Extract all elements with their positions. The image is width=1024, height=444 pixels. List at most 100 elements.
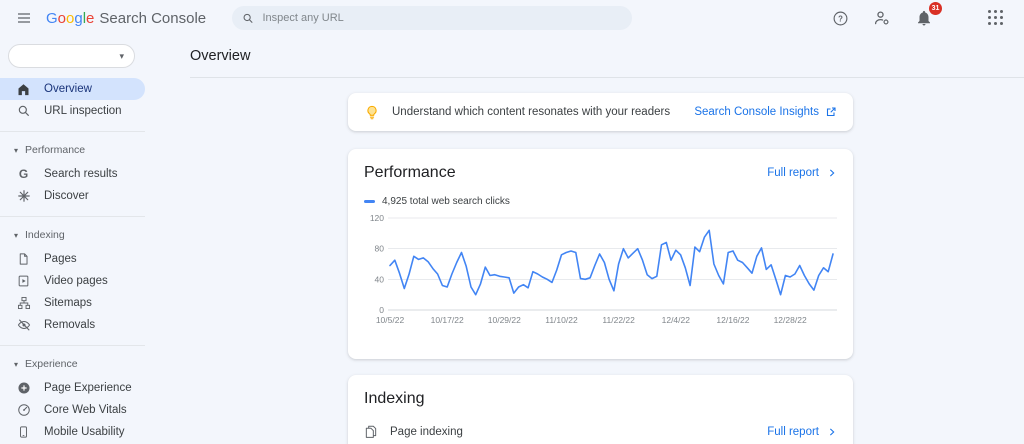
url-inspect-input[interactable]	[262, 12, 623, 24]
svg-text:10/29/22: 10/29/22	[488, 315, 521, 325]
sidebar-divider	[0, 216, 145, 217]
performance-card: Performance Full report 4,925 total web …	[348, 149, 853, 359]
notification-count-badge: 31	[929, 2, 942, 15]
sidebar-item-label: Video pages	[44, 275, 108, 287]
search-console-insights-link[interactable]: Search Console Insights	[694, 106, 837, 118]
svg-text:40: 40	[375, 274, 385, 284]
sidebar-item-label: Search results	[44, 168, 118, 180]
help-button[interactable]: ?	[826, 4, 854, 32]
sidebar-item-core-web-vitals[interactable]: Core Web Vitals	[0, 399, 145, 421]
sidebar-item-url-inspection[interactable]: URL inspection	[0, 100, 145, 122]
clicks-line-chart[interactable]: 0 40 80 120 10/5/22 10/17/22 10/29/22 11/10/22 1…	[364, 213, 837, 327]
section-title: Experience	[25, 358, 78, 370]
sidebar-item-label: Sitemaps	[44, 297, 92, 309]
sidebar-item-label: Mobile Usability	[44, 426, 125, 438]
sidebar-item-label: Pages	[44, 253, 77, 265]
svg-text:10/5/22: 10/5/22	[376, 315, 405, 325]
chevron-down-icon: ▾	[14, 145, 19, 155]
notifications-button[interactable]: 31	[910, 2, 942, 32]
sidebar-item-mobile-usability[interactable]: Mobile Usability	[0, 421, 145, 443]
user-settings-button[interactable]	[868, 4, 896, 32]
mobile-icon	[16, 425, 31, 440]
product-name: Search Console	[99, 9, 207, 27]
insights-banner: Understand which content resonates with …	[348, 93, 853, 131]
svg-text:12/16/22: 12/16/22	[716, 315, 749, 325]
discover-sparkle-icon	[16, 189, 31, 204]
sidebar-item-video-pages[interactable]: Video pages	[0, 270, 145, 292]
page-indexing-row[interactable]: Page indexing Full report	[364, 424, 837, 439]
google-g-icon: G	[18, 167, 29, 181]
sidebar-item-label: Discover	[44, 190, 89, 202]
chevron-right-icon	[829, 169, 835, 177]
sidebar-item-label: Page Experience	[44, 382, 132, 394]
link-label: Full report	[767, 167, 819, 179]
section-title: Indexing	[25, 229, 65, 241]
section-title: Performance	[25, 144, 86, 156]
svg-text:12/4/22: 12/4/22	[662, 315, 691, 325]
sidebar: ▾ Overview URL inspection ▾ Performance …	[0, 36, 145, 444]
page-icon	[16, 252, 31, 267]
sitemap-icon	[16, 296, 31, 311]
indexing-card: Indexing Page indexing Full report	[348, 375, 853, 444]
sidebar-item-removals[interactable]: Removals	[0, 314, 145, 336]
page-title: Overview	[190, 48, 251, 64]
google-apps-button[interactable]	[982, 4, 1010, 32]
sidebar-section-experience[interactable]: ▾ Experience	[0, 355, 145, 377]
sidebar-item-page-experience[interactable]: Page Experience	[0, 377, 145, 399]
property-selector[interactable]: ▾	[8, 44, 135, 68]
search-icon	[243, 13, 253, 23]
top-app-bar: Google Search Console ? 31	[0, 0, 1024, 36]
page-indexing-label: Page indexing	[390, 425, 463, 438]
svg-text:80: 80	[375, 244, 385, 254]
chevron-down-icon: ▾	[14, 359, 19, 369]
svg-text:?: ?	[838, 14, 843, 23]
legend-label: 4,925 total web search clicks	[382, 196, 510, 207]
svg-text:10/17/22: 10/17/22	[431, 315, 464, 325]
sidebar-item-label: URL inspection	[44, 105, 122, 117]
bell-icon	[918, 10, 930, 26]
url-inspect-searchbar[interactable]	[232, 6, 633, 30]
external-link-icon	[826, 107, 836, 117]
google-logo-text: Google	[46, 9, 95, 27]
indexing-full-report-link[interactable]: Full report	[767, 426, 837, 438]
link-label: Search Console Insights	[694, 106, 819, 118]
home-icon	[16, 82, 31, 97]
svg-text:0: 0	[379, 305, 384, 315]
page-experience-icon	[16, 381, 31, 396]
eye-off-icon	[16, 318, 31, 333]
chevron-down-icon: ▾	[14, 230, 19, 240]
svg-text:11/22/22: 11/22/22	[602, 315, 635, 325]
apps-grid-icon	[988, 10, 1004, 26]
chart-legend: 4,925 total web search clicks	[364, 196, 837, 207]
sidebar-divider	[0, 345, 145, 346]
hamburger-menu-button[interactable]	[10, 4, 38, 32]
sidebar-item-overview[interactable]: Overview	[0, 78, 145, 100]
svg-text:120: 120	[370, 213, 384, 223]
performance-card-title: Performance	[364, 164, 456, 181]
app-logo[interactable]: Google Search Console	[46, 10, 206, 27]
sidebar-item-pages[interactable]: Pages	[0, 248, 145, 270]
sidebar-item-search-results[interactable]: G Search results	[0, 163, 145, 185]
user-settings-icon	[874, 11, 889, 25]
page-header-divider	[190, 77, 1024, 78]
link-label: Full report	[767, 425, 819, 438]
sidebar-item-sitemaps[interactable]: Sitemaps	[0, 292, 145, 314]
sidebar-divider	[0, 131, 145, 132]
sidebar-item-discover[interactable]: Discover	[0, 185, 145, 207]
hamburger-icon	[18, 13, 30, 23]
help-icon: ?	[833, 11, 847, 25]
sidebar-item-label: Overview	[44, 83, 92, 95]
page-icon	[365, 425, 377, 438]
insights-banner-text: Understand which content resonates with …	[392, 106, 671, 118]
performance-full-report-link[interactable]: Full report	[767, 167, 837, 179]
indexing-card-title: Indexing	[364, 390, 425, 407]
sidebar-section-indexing[interactable]: ▾ Indexing	[0, 226, 145, 248]
sidebar-section-performance[interactable]: ▾ Performance	[0, 141, 145, 163]
svg-text:11/10/22: 11/10/22	[545, 315, 578, 325]
legend-swatch	[364, 200, 375, 203]
lightbulb-icon	[367, 105, 377, 119]
sidebar-item-label: Removals	[44, 319, 96, 331]
chevron-down-icon: ▾	[119, 50, 124, 61]
chevron-right-icon	[829, 427, 835, 436]
